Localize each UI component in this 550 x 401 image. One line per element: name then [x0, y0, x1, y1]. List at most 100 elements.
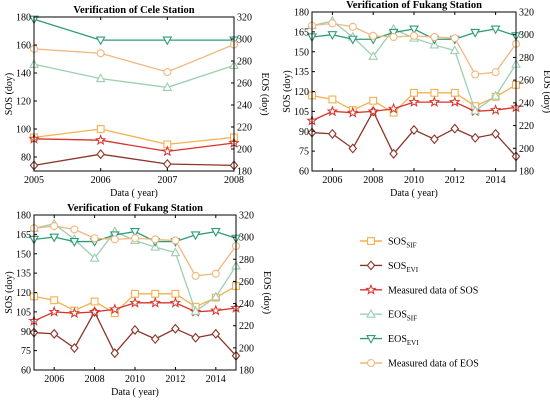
data-point-sos_sif: [369, 96, 378, 105]
legend-marker: [366, 358, 376, 368]
data-point-eos_meas: [70, 225, 79, 234]
data-point-sos_evi: [348, 143, 358, 154]
chart-title: Verification of Fukang Station: [346, 0, 482, 11]
data-point-sos_meas: [449, 96, 461, 107]
y-tick-label: 135: [294, 67, 309, 78]
legend-label: EOSEVI: [388, 334, 419, 347]
x-axis-label: Data ( year): [110, 188, 158, 199]
legend-marker: [366, 260, 376, 271]
x-tick-label: 2014: [206, 374, 226, 385]
legend-item-sos_meas: Measured data of SOS: [360, 283, 478, 296]
data-point-eos_meas: [369, 31, 378, 40]
data-point-eos_sif: [170, 247, 181, 257]
data-point-sos_meas: [169, 296, 182, 308]
y2-tick-label: 220: [237, 123, 252, 134]
data-point-eos_meas: [171, 236, 180, 245]
data-point-sos_meas: [428, 96, 441, 107]
series-line-eos_sif: [33, 63, 235, 89]
data-point-sos_sif: [171, 289, 180, 298]
chart-panel-1: 2005 2006 2007 2008 80 100 120 140 160 180 180 200 2…: [4, 5, 270, 199]
y-axis-label: SOS (doy): [282, 70, 293, 113]
x-tick-label: 2006: [322, 175, 342, 186]
series-sos_evi: [29, 149, 239, 171]
y-tick-label: 165: [294, 27, 309, 38]
data-point-sos_sif: [96, 125, 105, 133]
y2-tick-label: 240: [239, 299, 254, 310]
legend-marker: [367, 237, 375, 245]
x-axis-label: Data ( year): [111, 387, 159, 398]
legend: SOSSIF SOSEVI Measured data of SOS EOSSIF EO…: [360, 237, 479, 370]
series-eos_evi: [29, 15, 239, 46]
series-eos_meas: [29, 222, 241, 280]
data-point-eos_meas: [471, 70, 480, 79]
data-point-sos_evi: [130, 324, 140, 336]
y-tick-label: 75: [21, 346, 31, 357]
data-point-eos_sif: [470, 105, 481, 115]
y-tick-label: 120: [16, 288, 31, 299]
y2-tick-label: 240: [237, 101, 252, 112]
data-point-sos_sif: [90, 297, 99, 306]
data-point-eos_meas: [491, 68, 500, 77]
data-point-sos_meas: [489, 103, 502, 115]
y2-tick-label: 260: [237, 79, 252, 90]
data-point-eos_evi: [190, 231, 201, 241]
data-point-eos_sif: [190, 305, 201, 315]
data-point-sos_sif: [50, 296, 59, 305]
y2-axis-label: EOS (doy): [259, 72, 270, 115]
y-tick-label: 90: [21, 327, 31, 338]
data-point-sos_meas: [94, 134, 107, 146]
data-point-sos_evi: [328, 128, 337, 139]
y2-tick-label: 280: [237, 57, 252, 68]
data-point-sos_evi: [96, 149, 105, 160]
data-point-sos_meas: [88, 305, 101, 317]
chart-title: Verification of Fukang Station: [67, 203, 203, 214]
x-tick-label: 2008: [85, 374, 105, 385]
data-point-eos_evi: [409, 25, 419, 35]
data-point-sos_evi: [70, 342, 79, 354]
data-point-sos_meas: [68, 307, 81, 319]
y-tick-label: 75: [299, 147, 309, 158]
data-point-sos_evi: [191, 332, 200, 343]
data-point-sos_meas: [129, 296, 141, 308]
data-point-eos_meas: [348, 22, 357, 31]
data-point-eos_meas: [130, 234, 140, 243]
y2-tick-label: 320: [239, 211, 254, 222]
series-line-sos_meas: [33, 138, 235, 153]
data-point-eos_meas: [151, 235, 160, 244]
data-point-eos_evi: [327, 31, 338, 41]
data-point-sos_evi: [163, 158, 172, 170]
x-tick-label: 2012: [445, 175, 465, 186]
y2-tick-label: 180: [239, 366, 254, 377]
data-point-sos_evi: [491, 128, 500, 139]
y2-axis-label: EOS (doy): [541, 70, 550, 113]
legend-label: Measured data of SOS: [388, 285, 478, 296]
data-point-eos_meas: [50, 222, 59, 231]
series-line-eos_evi: [33, 18, 234, 41]
y-tick-label: 180: [16, 13, 31, 24]
legend-marker: [366, 308, 376, 318]
data-point-eos_evi: [130, 228, 140, 237]
series-sos_meas: [28, 132, 240, 157]
y2-tick-label: 240: [519, 98, 534, 109]
x-tick-label: 2010: [404, 175, 424, 186]
y-tick-label: 90: [299, 127, 309, 138]
series-line-sos_evi: [33, 153, 235, 167]
legend-item-eos_meas: Measured data of EOS: [360, 359, 479, 370]
x-tick-label: 2005: [24, 175, 44, 186]
data-point-eos_sif: [89, 252, 100, 262]
chart-panel-3: 2006 2008 2010 2012 2014 60 75 90 105 120 135 150 16…: [4, 203, 272, 398]
y-tick-label: 180: [294, 8, 309, 19]
y-tick-label: 105: [294, 107, 309, 118]
data-point-eos_meas: [110, 235, 119, 244]
data-point-eos_meas: [191, 271, 200, 280]
legend-marker: [366, 335, 376, 344]
chart-panel-2: 2006 2008 2010 2012 2014 60 75 90 105 120 135 150 16…: [282, 0, 550, 199]
y-tick-label: 60: [21, 366, 31, 377]
data-point-sos_evi: [430, 134, 439, 145]
data-point-sos_sif: [450, 88, 459, 97]
data-point-sos_meas: [161, 145, 174, 157]
data-point-eos_sif: [368, 50, 379, 60]
data-point-eos_sif: [210, 291, 221, 301]
data-point-eos_evi: [210, 228, 221, 237]
